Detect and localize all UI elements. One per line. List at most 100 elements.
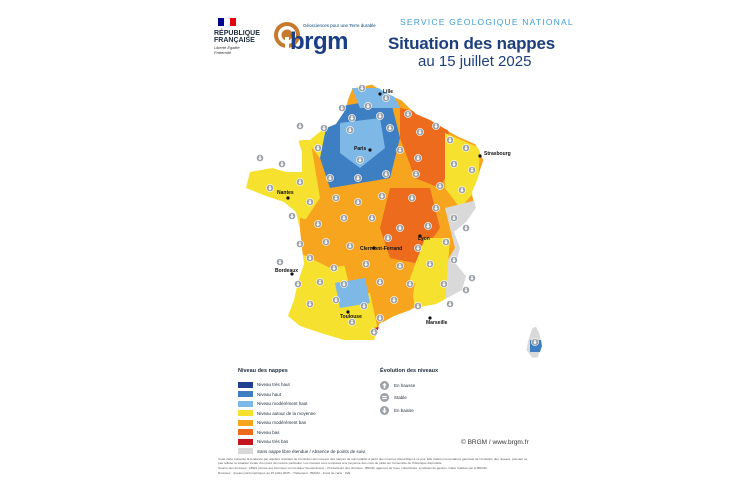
trend-down-marker [414,154,422,162]
city-label-toulouse: Toulouse [340,314,362,320]
legend-swatch [238,429,253,436]
trend-down-marker [384,234,392,242]
trend-down-marker [396,146,404,154]
trend-down-marker [294,280,302,288]
equals-icon [380,393,389,403]
legend-label: Niveau modérément haut [257,401,308,407]
brgm-tagline: Géosciences pour une Terre durable [303,23,376,28]
city-toulouse: Toulouse [340,310,362,320]
legend-item: Niveau modérément haut [238,399,365,409]
trend-down-marker [332,194,340,202]
trend-down-marker [462,286,470,294]
trend-down-marker [396,262,404,270]
evolution-item-hausse: En hausse [380,379,415,392]
disclaimer-paragraph: Données : niveaux piézométriques au 15 j… [218,470,352,475]
trend-down-marker [322,238,330,246]
trend-down-marker [424,222,432,230]
trend-down-marker [278,160,286,168]
evolution-list: En hausse Stable En baisse [380,379,415,417]
trend-down-marker [266,184,274,192]
trend-down-marker [450,256,458,264]
flag-blue-band [218,18,224,26]
trend-down-marker [314,144,322,152]
city-marseille: Marseille [426,316,448,326]
evolution-label: En hausse [394,382,416,388]
trend-down-marker [462,144,470,152]
trend-down-marker [330,264,338,272]
flag-red-band [230,18,236,26]
trend-down-marker [332,296,340,304]
zone-moyenne-est [445,133,480,208]
trend-down-marker [450,160,458,168]
trend-down-marker [446,136,454,144]
legend-swatch [238,381,253,388]
legend-swatch [238,410,253,417]
trend-down-marker [338,104,346,112]
city-bordeaux: Bordeaux [275,268,298,276]
evolution-item-stable: Stable [380,392,415,405]
zone-moderement-bas-west [246,138,320,228]
trend-down-marker [356,156,364,164]
legend-label: Niveau modérément bas [257,420,307,426]
trend-down-marker [348,114,356,122]
arrow-up-icon [380,380,389,390]
zone-bas-nord-est [400,108,455,188]
trend-down-marker [376,112,384,120]
legend-item: Niveau haut [238,390,365,400]
legend-label: Niveau bas [257,429,280,435]
trend-down-marker [326,174,334,182]
france-groundwater-map: Lille Paris Strasbourg Nantes Clermont-F… [245,83,543,359]
trend-down-marker [306,198,314,206]
evolution-item-baisse: En baisse [380,404,415,417]
trend-down-marker [442,238,450,246]
trend-down-marker [354,198,362,206]
trend-down-marker [468,274,476,282]
brgm-logo-icon [274,22,300,50]
trend-down-marker [458,186,466,194]
legend-label: Niveau haut [257,391,282,397]
trend-down-marker [416,128,424,136]
city-strasbourg: Strasbourg [478,151,511,158]
trend-down-marker [346,126,354,134]
zone-moyenne-rhone [410,238,450,308]
disclaimer-paragraph: Source des données : ADES (Accès aux Don… [218,465,488,470]
trend-down-marker [296,240,304,248]
trend-down-marker [378,192,386,200]
legend-label: Niveau autour de la moyenne [257,410,316,416]
legend-label: Niveau très haut [257,382,290,388]
legend-list: Niveau très haut Niveau haut Niveau modé… [238,380,365,456]
trend-down-marker [468,166,476,174]
brgm-wordmark: brgm [290,28,349,55]
map-subtitle: au 15 juillet 2025 [418,53,532,70]
trend-down-marker [340,214,348,222]
trend-down-marker [256,154,264,162]
trend-down-marker [412,170,420,178]
legend-title: Niveau des nappes [238,368,288,374]
trend-icons-layer [256,84,539,346]
trend-down-marker [306,300,314,308]
city-lille: Lille [378,89,393,96]
legend-label: Niveau très bas [257,439,289,445]
trend-down-marker [340,280,348,288]
trend-down-marker [531,338,539,346]
city-lyon: Lyon [418,234,430,242]
republique-name: RÉPUBLIQUE FRANÇAISE [214,30,260,44]
trend-down-marker [408,194,416,202]
trend-down-marker [358,84,366,92]
legend-item: Niveau autour de la moyenne [238,409,365,419]
trend-down-marker [396,224,404,232]
legend-item: Sans nappe libre étendue / Absence de po… [238,447,365,457]
city-label-paris: Paris [354,146,366,152]
trend-down-marker [440,280,448,288]
disclaimer-paragraph: Cette carte présente la tendance par aqu… [218,457,528,465]
trend-down-marker [386,124,394,132]
legend-item: Niveau modérément bas [238,418,365,428]
evolution-title: Évolution des niveaux [380,368,439,374]
arrow-down-icon [380,405,389,415]
republique-flag [218,18,236,28]
trend-down-marker [360,302,368,310]
trend-down-marker [426,260,434,268]
legend-item: Niveau très bas [238,437,365,447]
trend-down-marker [376,278,384,286]
legend-swatch [238,400,253,407]
